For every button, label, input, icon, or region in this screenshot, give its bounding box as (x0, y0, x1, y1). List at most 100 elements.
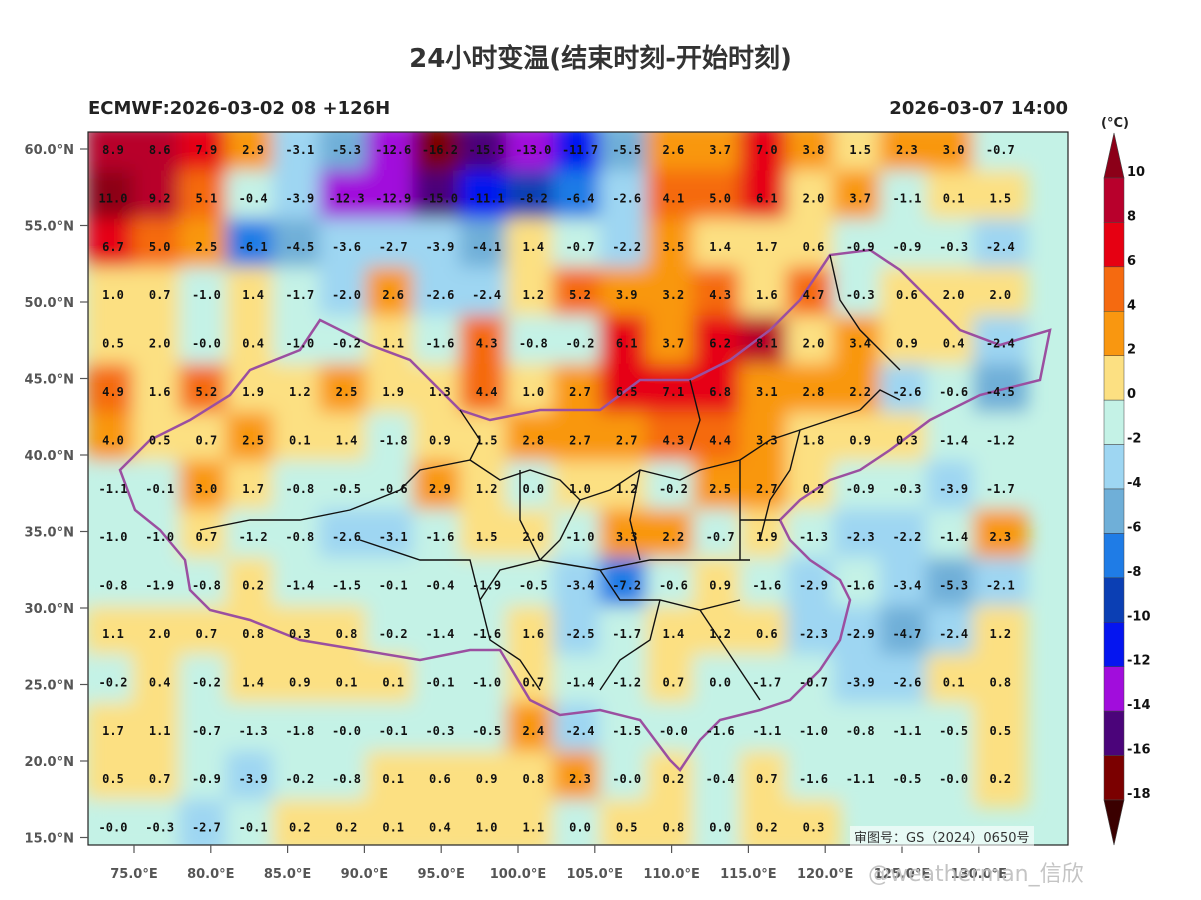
grid-value: 0.3 (803, 821, 825, 835)
grid-value: 1.6 (522, 627, 544, 641)
grid-value: -1.4 (566, 675, 595, 689)
colorbar: 10 8 6 4 2 0 -2 -4 -6 -8 -10 -12 -14 -16 -18 (1103, 132, 1151, 846)
grid-value: -0.1 (379, 579, 408, 593)
colorbar-label: -8 (1127, 565, 1141, 580)
grid-value: 8.6 (149, 143, 171, 157)
grid-value: 2.5 (336, 385, 358, 399)
colorbar-max-arrow (1103, 132, 1125, 179)
grid-value: 0.7 (196, 530, 218, 544)
grid-value: 2.8 (803, 385, 825, 399)
grid-value: -2.4 (566, 724, 595, 738)
grid-value: 1.1 (102, 627, 124, 641)
grid-value: -1.7 (752, 675, 781, 689)
grid-value: -4.5 (285, 240, 314, 254)
grid-value: 2.2 (663, 530, 685, 544)
grid-value: 4.3 (709, 288, 731, 302)
colorbar-label: -10 (1127, 609, 1151, 624)
grid-value: 2.0 (989, 288, 1011, 302)
grid-value: -0.0 (659, 724, 688, 738)
grid-value: -1.7 (986, 482, 1015, 496)
grid-value: -0.7 (192, 724, 221, 738)
grid-value: -0.3 (145, 821, 174, 835)
grid-value: 0.1 (382, 675, 404, 689)
grid-value: -1.6 (799, 772, 828, 786)
colorbar-segment (1103, 710, 1125, 756)
grid-value: 0.6 (896, 288, 918, 302)
longitude-tick-label: 120.0°E (797, 867, 854, 882)
colorbar-label: -6 (1127, 520, 1141, 535)
grid-value: 3.9 (616, 288, 638, 302)
grid-value: 0.0 (709, 821, 731, 835)
grid-value: 1.9 (242, 385, 264, 399)
grid-value: 0.8 (522, 772, 544, 786)
colorbar-segment (1103, 622, 1125, 667)
latitude-tick-label: 55.0°N (25, 220, 74, 235)
grid-value: 0.1 (289, 433, 311, 447)
plot-frame (87, 131, 1069, 846)
grid-value: -0.8 (519, 337, 548, 351)
grid-value: 0.9 (896, 337, 918, 351)
grid-value: -1.3 (799, 530, 828, 544)
latitude-tick-label: 50.0°N (25, 296, 74, 311)
national-border (118, 248, 1052, 772)
grid-value: -3.1 (285, 143, 314, 157)
grid-value: -4.1 (472, 240, 501, 254)
grid-value: -0.0 (612, 772, 641, 786)
grid-value: 0.0 (709, 675, 731, 689)
grid-value: -0.8 (99, 579, 128, 593)
grid-value: 5.0 (709, 191, 731, 205)
grid-value: 1.4 (242, 675, 264, 689)
grid-value: 1.0 (476, 821, 498, 835)
grid-value: -1.0 (566, 530, 595, 544)
grid-value: -3.4 (892, 579, 921, 593)
grid-value: 1.5 (476, 530, 498, 544)
longitude-tick-label: 125.0°E (874, 867, 931, 882)
grid-value: -2.7 (192, 821, 221, 835)
grid-value: 0.5 (102, 337, 124, 351)
latitude-tick-label: 25.0°N (25, 679, 74, 694)
grid-value: 0.1 (382, 821, 404, 835)
grid-value: -0.2 (285, 772, 314, 786)
grid-value: -0.8 (285, 530, 314, 544)
grid-value: 2.2 (849, 385, 871, 399)
grid-value: -4.7 (892, 627, 921, 641)
grid-value: -1.4 (425, 627, 454, 641)
grid-value: 0.7 (522, 675, 544, 689)
grid-value: 1.7 (102, 724, 124, 738)
grid-value: 0.3 (896, 433, 918, 447)
grid-value: -1.3 (239, 724, 268, 738)
colorbar-segment (1103, 755, 1125, 801)
grid-value: 2.5 (196, 240, 218, 254)
grid-value: -1.0 (145, 530, 174, 544)
grid-value: -4.5 (986, 385, 1015, 399)
grid-value: -3.9 (285, 191, 314, 205)
grid-value: -2.4 (939, 627, 968, 641)
grid-value: 0.9 (289, 675, 311, 689)
grid-value: 0.7 (149, 288, 171, 302)
grid-value: 2.0 (943, 288, 965, 302)
latitude-tick-label: 40.0°N (25, 449, 74, 464)
grid-value: 0.4 (149, 675, 171, 689)
grid-value: -1.6 (752, 579, 781, 593)
grid-value: 4.3 (476, 337, 498, 351)
grid-value: 1.4 (522, 240, 544, 254)
grid-value: -16.2 (422, 143, 458, 157)
grid-value: 8.9 (102, 143, 124, 157)
grid-value: -1.1 (892, 191, 921, 205)
grid-value: 7.1 (663, 385, 685, 399)
grid-value: 0.6 (803, 240, 825, 254)
grid-value: -0.9 (846, 482, 875, 496)
grid-value: -0.1 (145, 482, 174, 496)
grid-value: 0.3 (289, 627, 311, 641)
grid-value: 5.2 (196, 385, 218, 399)
grid-value: -12.3 (328, 191, 364, 205)
grid-value: 9.2 (149, 191, 171, 205)
grid-value: -2.4 (472, 288, 501, 302)
grid-value: 0.2 (803, 482, 825, 496)
longitude-tick-label: 75.0°E (110, 867, 157, 882)
grid-value: 2.5 (242, 433, 264, 447)
grid-value: -1.4 (285, 579, 314, 593)
grid-value: -1.2 (986, 433, 1015, 447)
grid-value: -0.3 (846, 288, 875, 302)
grid-value: -15.5 (469, 143, 505, 157)
